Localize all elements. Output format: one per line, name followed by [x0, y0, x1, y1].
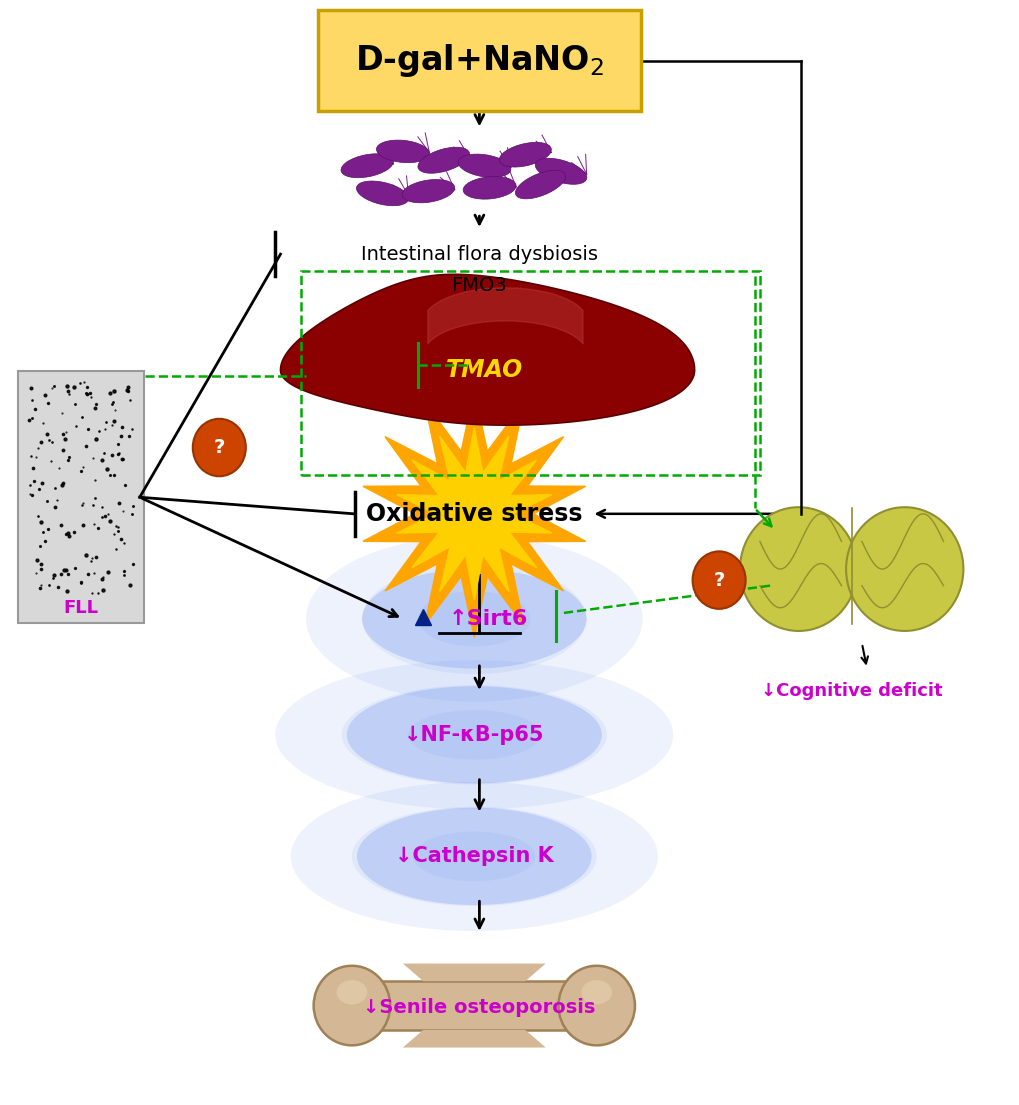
Polygon shape	[403, 1030, 545, 1048]
Ellipse shape	[498, 143, 551, 167]
Ellipse shape	[314, 966, 390, 1045]
Ellipse shape	[739, 507, 856, 631]
Ellipse shape	[290, 782, 657, 930]
Ellipse shape	[846, 507, 963, 631]
Polygon shape	[363, 390, 585, 638]
Ellipse shape	[535, 158, 586, 185]
Text: ↓Cognitive deficit: ↓Cognitive deficit	[760, 682, 942, 699]
Ellipse shape	[558, 966, 634, 1045]
Circle shape	[193, 419, 246, 476]
Polygon shape	[396, 428, 551, 600]
Ellipse shape	[346, 686, 601, 783]
Text: ?: ?	[712, 570, 725, 590]
Ellipse shape	[581, 980, 611, 1004]
Text: FLL: FLL	[63, 599, 99, 617]
Ellipse shape	[376, 140, 429, 162]
Polygon shape	[280, 274, 694, 425]
Polygon shape	[403, 964, 545, 981]
Ellipse shape	[275, 660, 673, 809]
Circle shape	[692, 551, 745, 609]
Ellipse shape	[341, 685, 606, 785]
Text: TMAO: TMAO	[445, 358, 523, 382]
Ellipse shape	[458, 154, 511, 178]
Ellipse shape	[356, 181, 409, 206]
Text: ↓NF-κB-p65: ↓NF-κB-p65	[404, 725, 544, 745]
Text: ↑Sirt6: ↑Sirt6	[448, 609, 528, 629]
Text: FMO3: FMO3	[451, 275, 506, 295]
Ellipse shape	[362, 564, 586, 674]
FancyBboxPatch shape	[18, 371, 144, 623]
Ellipse shape	[352, 807, 596, 906]
Text: Intestinal flora dysbiosis: Intestinal flora dysbiosis	[361, 244, 597, 264]
Ellipse shape	[336, 980, 367, 1004]
Ellipse shape	[418, 147, 469, 173]
Text: Oxidative stress: Oxidative stress	[366, 502, 582, 526]
Ellipse shape	[408, 709, 540, 760]
Ellipse shape	[362, 569, 586, 669]
Text: D-gal+NaNO$_2$: D-gal+NaNO$_2$	[355, 42, 603, 80]
Text: ?: ?	[213, 438, 225, 457]
Ellipse shape	[515, 170, 566, 199]
Ellipse shape	[357, 808, 591, 905]
Polygon shape	[336, 981, 611, 1030]
Ellipse shape	[306, 536, 642, 702]
Ellipse shape	[413, 831, 535, 882]
Ellipse shape	[340, 154, 393, 178]
Text: ↓Cathepsin K: ↓Cathepsin K	[394, 846, 553, 866]
Text: ↓Senile osteoporosis: ↓Senile osteoporosis	[363, 998, 595, 1018]
FancyBboxPatch shape	[318, 11, 640, 111]
Ellipse shape	[401, 179, 454, 203]
Ellipse shape	[418, 591, 530, 646]
Ellipse shape	[463, 177, 516, 199]
